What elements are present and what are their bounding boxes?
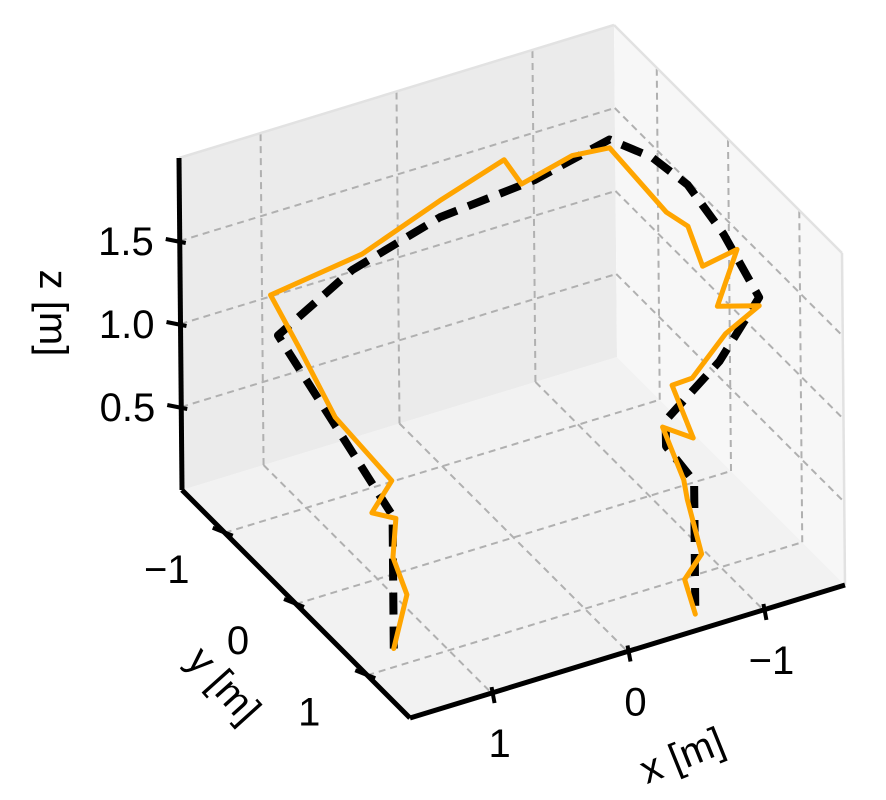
grid-line (398, 422, 629, 653)
grid-line (395, 91, 401, 424)
grid-line (534, 381, 765, 611)
grid-line (727, 138, 732, 472)
z-tick-label: 0.5 (100, 386, 156, 430)
z-tick (166, 320, 187, 328)
pane-edge (840, 252, 847, 586)
pane-edge (613, 24, 843, 254)
grid-line (614, 107, 844, 337)
grid-line (655, 67, 661, 400)
series-layer (268, 135, 764, 652)
y-tick-label: 0 (227, 619, 249, 663)
tick-layer: 1 0 −1 −1 0 1 0.5 1.0 1.5 (98, 220, 794, 766)
grid-line (366, 541, 803, 677)
grid-line (179, 107, 616, 242)
x-tick-label: 0 (624, 681, 646, 725)
grid-line (180, 190, 616, 325)
y-tick (354, 668, 376, 681)
grid-line (615, 273, 845, 503)
z-tick (165, 237, 187, 245)
reference-trajectory-line (273, 135, 764, 649)
y-tick (212, 525, 234, 538)
z-tick-label: 1.5 (98, 220, 154, 264)
x-tick (625, 645, 633, 662)
x-axis-label: x [m] (634, 719, 731, 792)
grid-line (295, 470, 732, 605)
x-tick-label: 1 (488, 722, 510, 766)
actual-trajectory-line (268, 145, 762, 652)
grid-line (798, 210, 804, 543)
y-tick-label: 1 (298, 690, 320, 734)
z-tick (166, 403, 188, 411)
z-tick-label: 1.0 (99, 303, 155, 347)
z-axis-label: z [m] (31, 270, 75, 357)
y-axis-label: y [m] (178, 638, 269, 732)
x-tick (761, 603, 769, 621)
grid-line (531, 49, 537, 382)
y-tick (283, 597, 305, 609)
y-tick-label: −1 (144, 548, 190, 592)
pane-edge (178, 23, 615, 160)
grid-line (180, 273, 617, 408)
grid-line (259, 133, 265, 466)
x-tick (489, 686, 497, 704)
grid-line (224, 398, 661, 534)
x-tick-label: −1 (749, 639, 795, 683)
